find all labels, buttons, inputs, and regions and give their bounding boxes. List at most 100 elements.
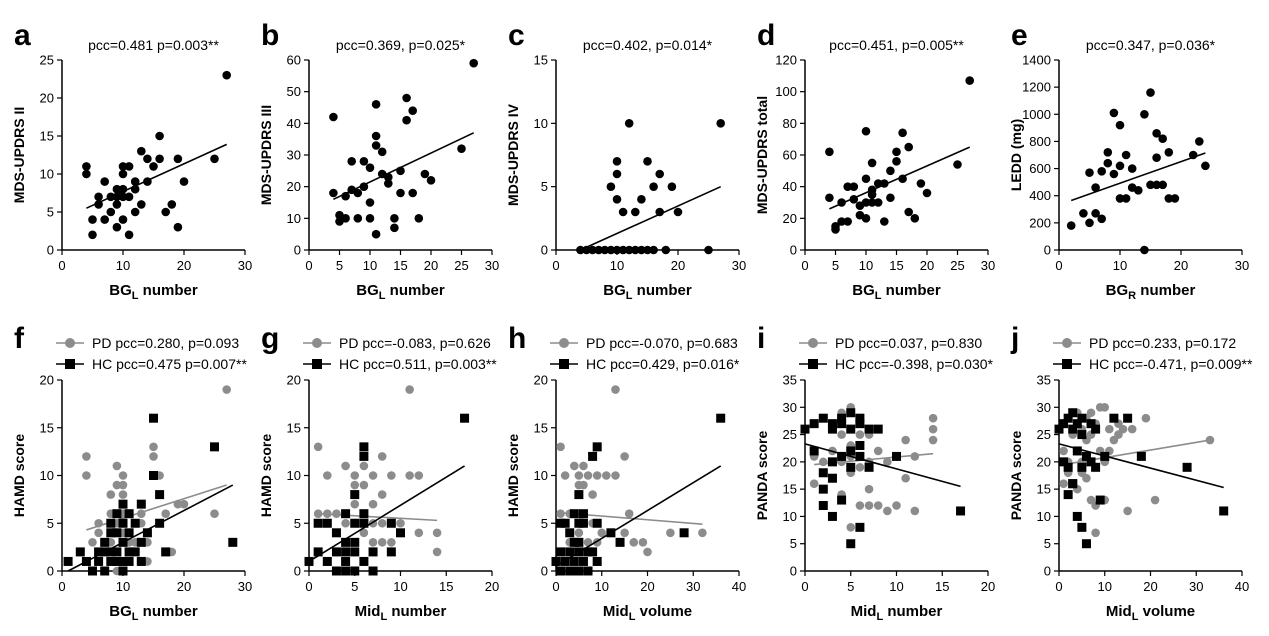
data-point	[1152, 180, 1161, 190]
data-point	[661, 245, 671, 255]
data-point	[1105, 424, 1114, 434]
data-point	[809, 446, 819, 456]
data-point	[124, 528, 134, 538]
data-point	[864, 462, 874, 472]
data-point	[861, 174, 871, 184]
y-tick-label: 10	[287, 468, 301, 483]
fit-line	[804, 443, 961, 488]
y-tick-label: 20	[783, 211, 797, 226]
y-tick-label: 15	[534, 420, 548, 435]
data-point	[1141, 413, 1151, 423]
data-point	[377, 147, 387, 157]
x-axis-label-tail: volume	[635, 603, 692, 620]
data-point	[809, 419, 819, 429]
data-point	[624, 119, 634, 128]
data-point	[359, 461, 369, 471]
data-point	[578, 509, 588, 519]
data-point	[106, 207, 116, 217]
data-point	[414, 214, 424, 223]
x-axis-label-sub: L	[626, 290, 633, 302]
x-tick-label: 10	[116, 579, 130, 594]
data-point	[928, 413, 938, 423]
data-point	[88, 230, 97, 240]
data-point	[149, 162, 158, 171]
data-point	[368, 547, 378, 557]
y-tick-label: 5	[541, 516, 548, 531]
data-point	[1077, 522, 1087, 532]
data-point	[1086, 419, 1096, 429]
data-point	[1109, 413, 1119, 423]
data-point	[313, 547, 323, 557]
data-point	[1091, 528, 1100, 538]
data-point	[901, 435, 910, 445]
data-point	[910, 506, 920, 516]
data-point	[414, 471, 424, 480]
x-tick-label: 20	[671, 258, 685, 273]
x-axis-label-tail: number	[139, 282, 198, 299]
y-tick-label: 15	[1037, 482, 1051, 497]
y-tick-label: 20	[287, 373, 301, 388]
data-point	[698, 528, 707, 538]
data-point	[864, 424, 874, 434]
x-tick-label: 15	[889, 258, 903, 273]
data-point	[222, 70, 231, 80]
data-point	[631, 245, 640, 255]
data-point	[910, 214, 920, 223]
data-point	[849, 182, 859, 191]
x-tick-label: 20	[1143, 579, 1157, 594]
data-point	[612, 245, 622, 255]
panel-e: e pcc=0.347, p=0.036*02004006008001000120…	[1008, 19, 1249, 302]
data-point	[1115, 161, 1125, 171]
y-tick-label: 20	[40, 373, 54, 388]
panel-d: d pcc=0.451, p=0.005** 0 20 40 60 80 100 120 0 5 10…	[754, 19, 995, 302]
y-tick-label: 0	[790, 243, 797, 258]
data-point	[118, 499, 128, 509]
y-tick-label: 1400	[1022, 53, 1051, 68]
x-tick-label: 10	[1113, 258, 1127, 273]
y-tick-label: 80	[783, 116, 797, 131]
data-point	[883, 506, 892, 516]
stat-text: pcc=0.481 p=0.003**	[88, 37, 219, 53]
data-point	[377, 518, 387, 528]
data-point	[130, 177, 140, 186]
data-point	[396, 188, 405, 198]
y-tick-label: 15	[40, 420, 54, 435]
data-point	[1077, 413, 1087, 423]
data-point	[359, 528, 369, 538]
data-point	[873, 424, 883, 434]
y-tick-label: 1000	[1022, 107, 1051, 122]
data-point	[886, 193, 895, 203]
data-point	[100, 566, 110, 576]
data-point	[112, 184, 122, 194]
x-axis-label-tail: number	[633, 282, 692, 299]
data-point	[1077, 462, 1087, 472]
data-point	[825, 193, 834, 203]
data-point	[408, 106, 418, 115]
y-tick-label: 10	[287, 211, 301, 226]
data-point	[837, 413, 847, 423]
data-point	[173, 154, 183, 164]
data-point	[136, 499, 146, 509]
data-point	[124, 230, 134, 240]
legend-label: PD pcc=-0.083, p=0.626	[339, 335, 491, 351]
data-point	[864, 501, 874, 510]
data-point	[843, 217, 852, 226]
y-tick-label: 10	[534, 116, 548, 131]
x-axis-label-tail: number	[387, 603, 446, 620]
y-tick-label: 35	[783, 373, 797, 388]
data-point	[1068, 479, 1078, 489]
data-point	[1085, 168, 1094, 177]
series-2	[800, 408, 966, 549]
x-axis-label-main: BG	[603, 282, 626, 299]
panel-letter: j	[1010, 322, 1019, 355]
data-point	[350, 566, 360, 576]
data-point	[341, 556, 351, 566]
data-point	[592, 442, 602, 452]
x-tick-label: 20	[485, 579, 499, 594]
y-tick-label: 30	[783, 400, 797, 415]
data-point	[846, 424, 856, 434]
data-point	[94, 547, 104, 557]
data-point	[359, 556, 369, 566]
series-1	[576, 119, 725, 255]
